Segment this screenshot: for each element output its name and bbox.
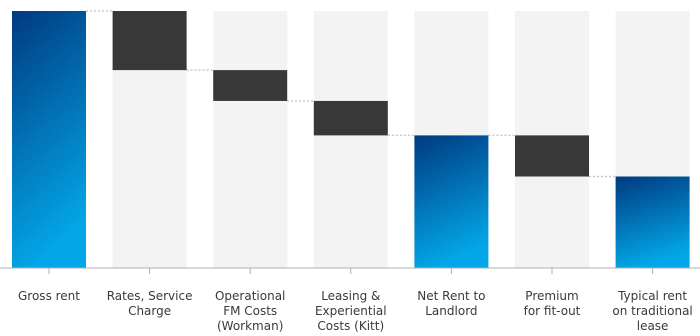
- decrease-bar: [515, 135, 589, 177]
- category-label: Operational FM Costs (Workman): [215, 289, 285, 333]
- category-label: Gross rent: [18, 289, 80, 303]
- total-bar: [414, 135, 489, 268]
- column-background: [313, 11, 388, 268]
- category-label: Premium for fit-out: [524, 289, 581, 318]
- x-axis-ticks: [48, 268, 654, 274]
- decrease-bar: [112, 11, 187, 71]
- connector-lines: [86, 10, 616, 178]
- total-bar: [615, 176, 690, 268]
- category-label: Leasing & Experiential Costs (Kitt): [315, 289, 387, 333]
- category-label: Typical rent on traditional lease: [612, 289, 692, 333]
- bars: [12, 11, 690, 268]
- decrease-bar: [213, 70, 288, 101]
- category-label: Rates, Service Charge: [107, 289, 193, 318]
- total-bar: [12, 11, 86, 268]
- category-labels: Gross rent Rates, Service Charge Operationa…: [18, 289, 693, 333]
- column-background: [213, 11, 288, 268]
- decrease-bar: [313, 100, 388, 136]
- category-label: Net Rent to Landlord: [417, 289, 485, 318]
